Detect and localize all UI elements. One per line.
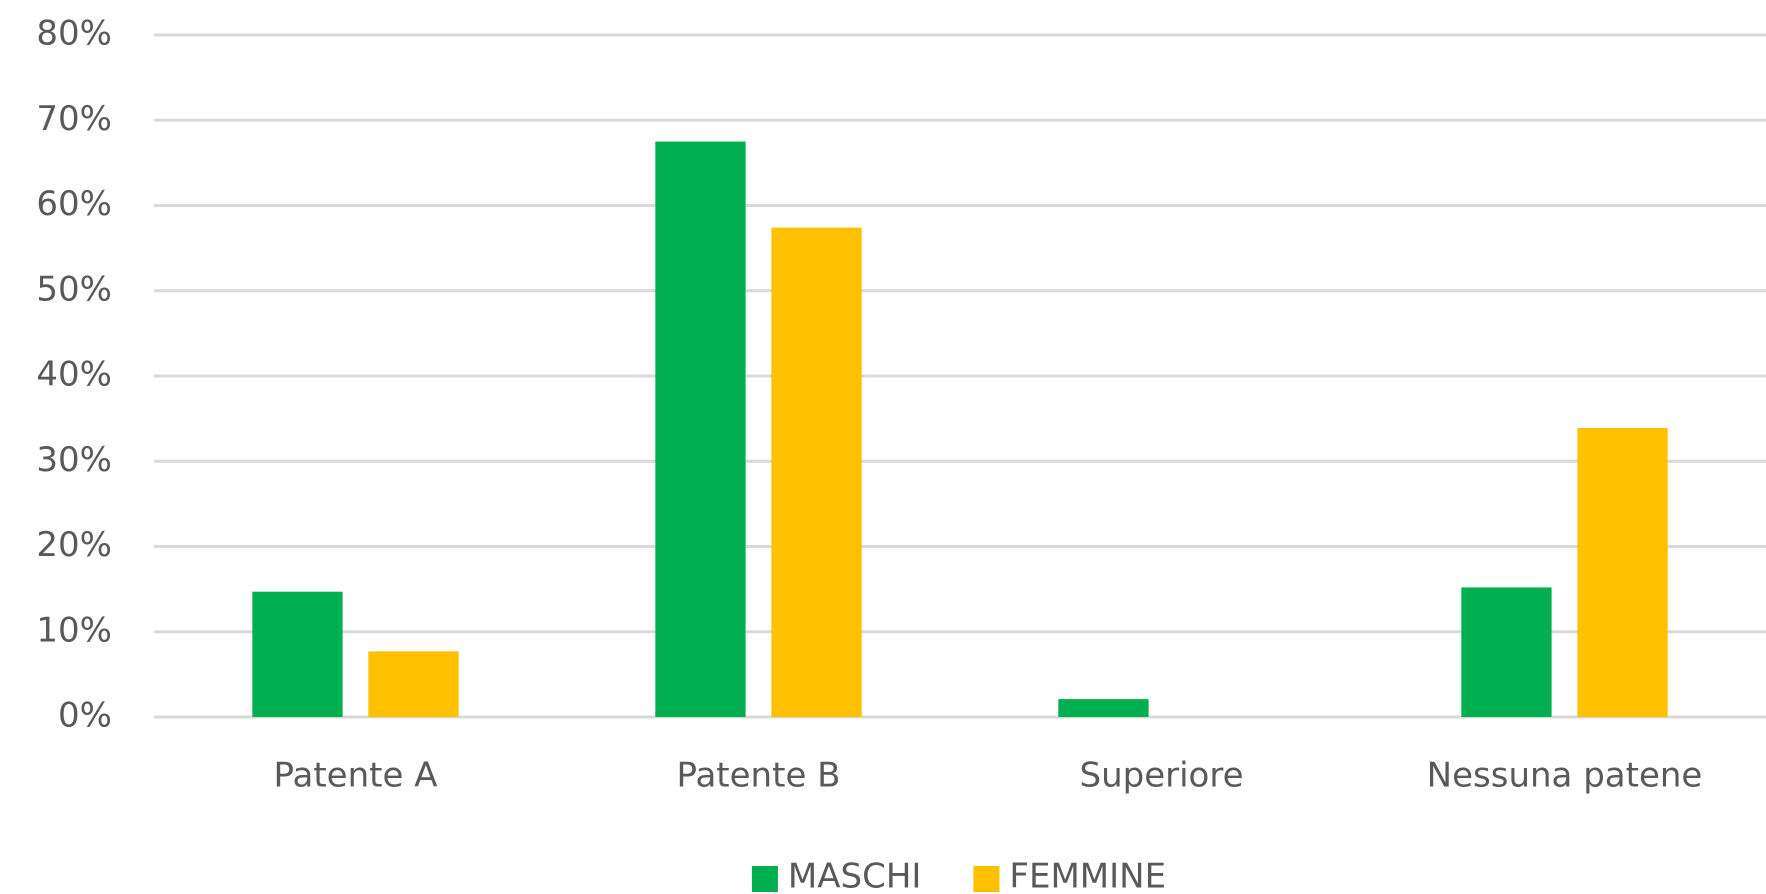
y-tick-label: 40% [36, 355, 112, 395]
x-tick-label: Patente A [274, 756, 438, 796]
bar [771, 227, 862, 718]
legend-label: MASCHI [788, 857, 922, 894]
y-tick-label: 30% [36, 440, 112, 480]
y-tick-label: 20% [36, 525, 112, 565]
y-tick-label: 50% [36, 269, 112, 309]
bar [655, 141, 746, 717]
bar [1058, 699, 1149, 717]
legend-swatch [973, 866, 1000, 892]
bar [1461, 587, 1552, 717]
legend-swatch [751, 866, 778, 892]
bar [252, 591, 343, 717]
y-tick-label: 70% [36, 99, 112, 139]
y-tick-label: 10% [36, 610, 112, 650]
x-tick-label: Superiore [1079, 756, 1243, 796]
y-tick-label: 60% [36, 184, 112, 224]
y-tick-label: 0% [58, 696, 112, 736]
y-tick-label: 80% [36, 14, 112, 54]
bar [1577, 428, 1668, 717]
legend-label: FEMMINE [1009, 857, 1166, 894]
x-tick-label: Nessuna patene [1427, 756, 1703, 796]
x-tick-label: Patente B [677, 756, 841, 796]
bar [368, 651, 459, 717]
